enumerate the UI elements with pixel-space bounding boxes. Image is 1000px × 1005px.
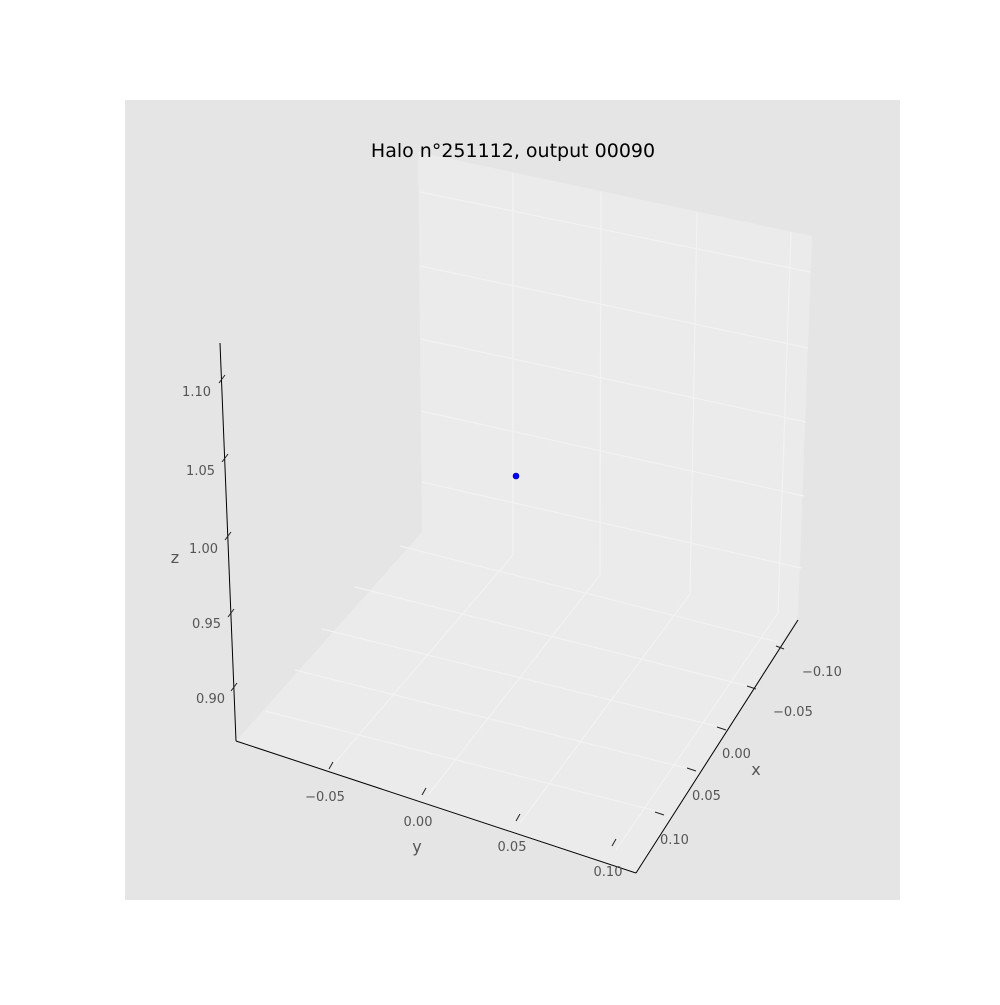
x-axis: −0.10 −0.05 0.00 0.05 0.10 x	[654, 645, 842, 848]
chart-title: Halo n°251112, output 00090	[371, 140, 655, 162]
z-axis: 1.10 1.05 1.00 0.95 0.90 z	[171, 374, 238, 707]
y-axis: −0.05 0.00 0.05 0.10 y	[305, 761, 623, 880]
z-tick-label: 1.00	[189, 542, 218, 557]
x-axis-label: x	[751, 760, 760, 779]
x-tick-label: −0.10	[802, 665, 842, 680]
x-tick-label: 0.05	[692, 789, 721, 804]
y-tick-label: 0.05	[498, 840, 527, 855]
y-axis-line	[235, 740, 637, 874]
floor-pane	[236, 532, 798, 873]
z-tick-label: 0.95	[192, 617, 221, 632]
points-layer	[512, 472, 520, 480]
x-tick-label: 0.00	[722, 747, 751, 762]
y-axis-label: y	[412, 837, 421, 856]
data-point	[512, 472, 520, 480]
y-tick-label: −0.05	[305, 790, 345, 805]
z-tick-label: 1.10	[182, 385, 211, 400]
y-tick-label: 0.00	[404, 815, 433, 830]
back-pane	[418, 152, 812, 617]
z-tick-label: 0.90	[196, 692, 225, 707]
x-tick-label: 0.10	[660, 833, 689, 848]
x-axis-line	[635, 619, 799, 874]
z-tick-label: 1.05	[186, 464, 215, 479]
z-axis-line	[219, 342, 237, 742]
x-tick-label: −0.05	[773, 705, 813, 720]
axis-lines	[219, 342, 799, 874]
y-tick-label: 0.10	[594, 865, 623, 880]
grid-lines	[264, 173, 811, 851]
z-axis-label: z	[171, 548, 179, 567]
